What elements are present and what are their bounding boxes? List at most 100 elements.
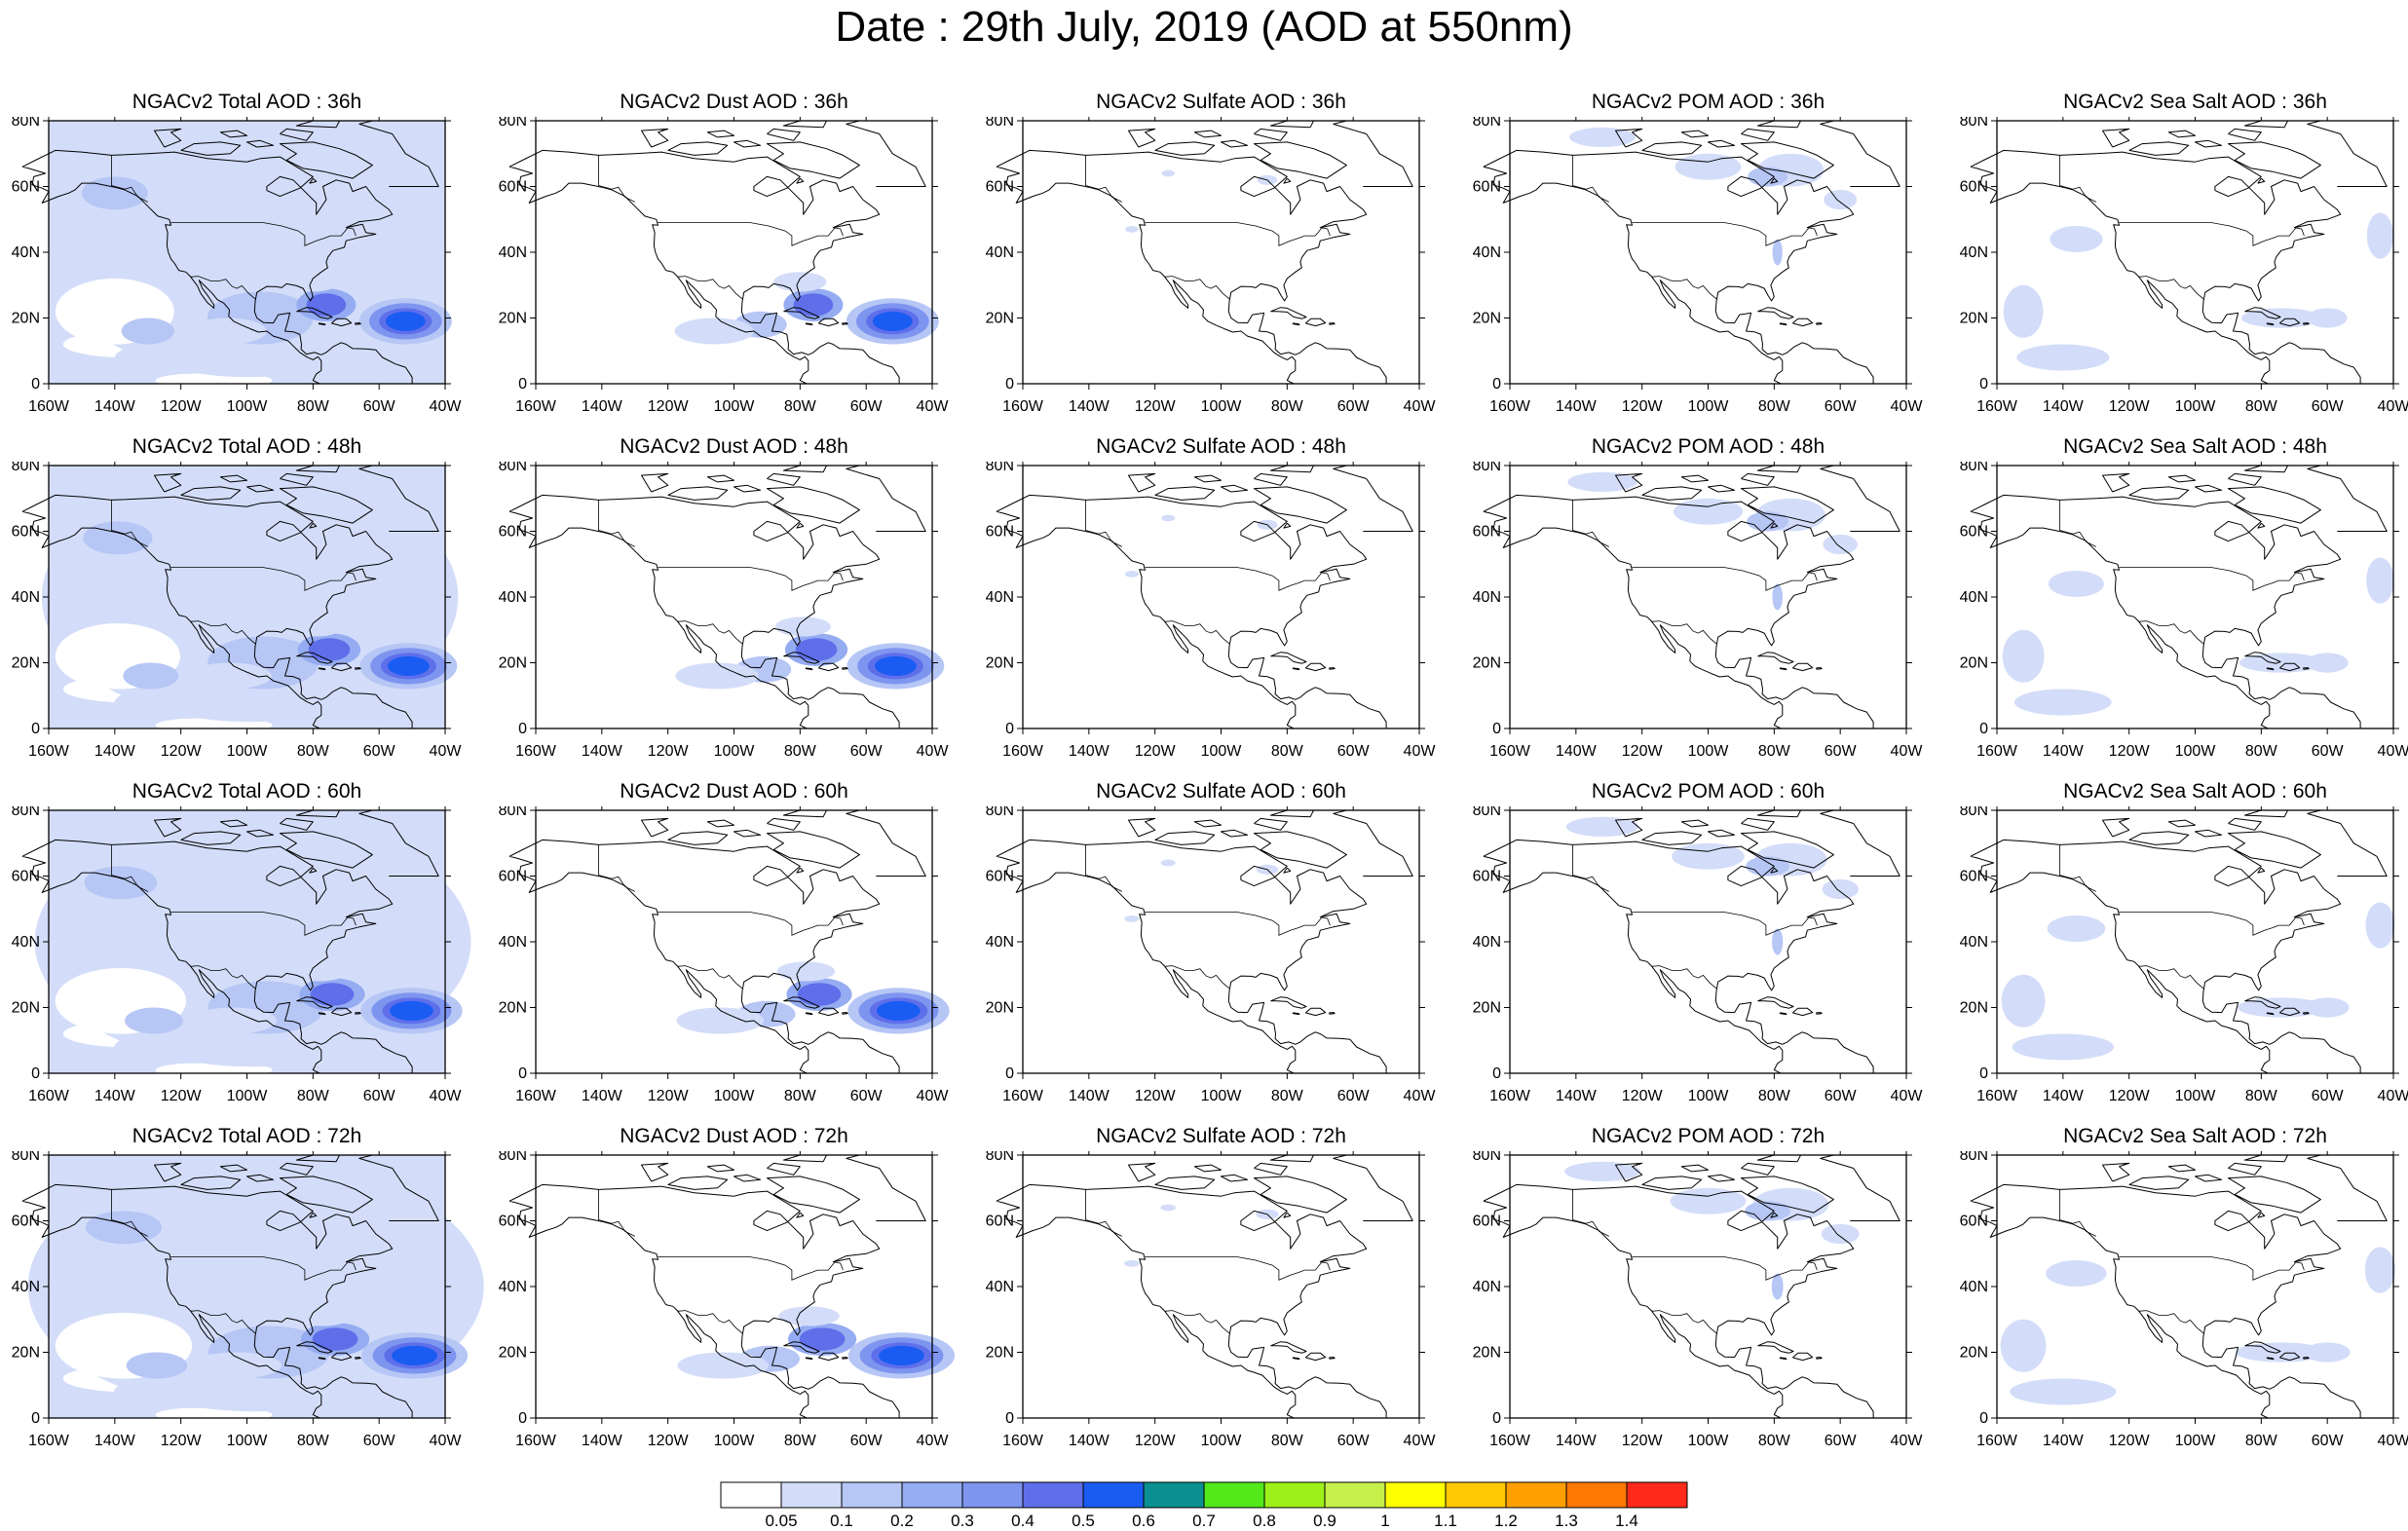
- aod-field: [536, 466, 945, 728]
- aod-blob: [1564, 1161, 1640, 1181]
- map-panel: NGACv2 Sea Salt AOD : 36h 0 20N 40N 60N 80N 16…: [1950, 90, 2408, 421]
- map-plot: 0 20N 40N 60N 80N 160W 140W 120W 100W 80W 60W 40W: [986, 806, 1436, 1104]
- aod-field: [1997, 810, 2395, 1073]
- lat-tick-label: 40N: [986, 244, 1014, 261]
- lat-tick-label: 40N: [1473, 244, 1501, 261]
- lon-tick-label: 140W: [582, 1433, 623, 1449]
- political-border: [598, 155, 844, 300]
- lon-tick-label: 80W: [2245, 743, 2278, 760]
- lon-tick-label: 100W: [2175, 398, 2217, 415]
- aod-blob: [310, 983, 355, 1006]
- panel-title: NGACv2 POM AOD : 36h: [1591, 91, 1825, 113]
- aod-blob: [2366, 557, 2394, 604]
- aod-blob: [676, 1007, 765, 1034]
- lat-tick-label: 80N: [986, 462, 1014, 474]
- aod-field: [1023, 1155, 1419, 1418]
- lat-tick-label: 0: [1979, 1410, 1988, 1427]
- map-panel: NGACv2 Total AOD : 36h 0 20N 40N 60N 80N 160W 1…: [2, 90, 489, 421]
- lon-tick-label: 120W: [2109, 398, 2151, 415]
- colorbar-swatch: [1203, 1481, 1265, 1509]
- colorbar-swatch: [1263, 1481, 1326, 1509]
- political-border: [2059, 500, 2305, 645]
- lat-tick-label: 40N: [1960, 1279, 1988, 1295]
- aod-blob: [778, 1306, 840, 1326]
- political-border: [1572, 1189, 1818, 1334]
- aod-blob: [187, 317, 267, 345]
- map-plot: 0 20N 40N 60N 80N 160W 140W 120W 100W 80W 60W 40W: [499, 117, 949, 415]
- lat-tick-label: 60N: [1473, 179, 1501, 196]
- lon-tick-label: 140W: [582, 398, 623, 415]
- aod-blob: [113, 1375, 266, 1408]
- lon-tick-label: 40W: [430, 398, 463, 415]
- aod-blob: [877, 1000, 921, 1021]
- lon-tick-label: 120W: [648, 1088, 690, 1104]
- aod-blob: [2306, 653, 2349, 673]
- lat-tick-label: 80N: [499, 462, 527, 474]
- aod-blob: [2046, 1260, 2107, 1287]
- lat-tick-label: 60N: [499, 869, 527, 885]
- colorbar-swatch: [1445, 1481, 1507, 1509]
- lon-tick-label: 100W: [227, 1088, 269, 1104]
- aod-field: [1510, 810, 1906, 1073]
- lon-tick-label: 80W: [1758, 1433, 1791, 1449]
- lat-tick-label: 80N: [1473, 462, 1501, 474]
- map-panel: NGACv2 Dust AOD : 36h 0 20N 40N 60N 80N 160W 14…: [489, 90, 976, 421]
- colorbar-swatch: [1324, 1481, 1386, 1509]
- lon-tick-label: 40W: [430, 743, 463, 760]
- aod-blob: [1822, 878, 1859, 900]
- lon-tick-label: 160W: [1489, 743, 1531, 760]
- aod-blob: [388, 655, 430, 676]
- lon-tick-label: 100W: [2175, 1433, 2217, 1449]
- aod-blob: [872, 311, 913, 331]
- lon-tick-label: 120W: [1622, 743, 1664, 760]
- panel-title: NGACv2 Sulfate AOD : 72h: [1096, 1125, 1346, 1147]
- lat-tick-label: 80N: [1960, 806, 1988, 819]
- lat-tick-label: 20N: [1960, 311, 1988, 327]
- map-plot: 0 20N 40N 60N 80N 160W 140W 120W 100W 80W 60W 40W: [12, 462, 463, 760]
- lat-tick-label: 80N: [1960, 117, 1988, 130]
- lon-tick-label: 100W: [2175, 743, 2217, 760]
- lon-tick-label: 120W: [161, 743, 203, 760]
- lon-tick-label: 60W: [1337, 1433, 1371, 1449]
- lat-tick-label: 0: [1492, 721, 1501, 737]
- aod-blob: [2001, 974, 2046, 1027]
- colorbar-label: 1.1: [1434, 1512, 1457, 1528]
- aod-blob: [774, 616, 831, 637]
- lat-tick-label: 0: [1005, 1410, 1014, 1427]
- aod-blob: [1772, 928, 1784, 955]
- lon-tick-label: 80W: [784, 743, 817, 760]
- lon-tick-label: 80W: [1271, 1433, 1304, 1449]
- lat-tick-label: 40N: [1960, 934, 1988, 951]
- lat-tick-label: 0: [518, 376, 527, 392]
- coastline: [996, 1154, 1413, 1419]
- lon-tick-label: 40W: [917, 743, 950, 760]
- lon-tick-label: 60W: [1825, 1088, 1858, 1104]
- lon-tick-label: 60W: [1337, 1088, 1371, 1104]
- map-plot: 0 20N 40N 60N 80N 160W 140W 120W 100W 80W 60W 40W: [1473, 806, 1923, 1104]
- aod-blob: [385, 311, 426, 331]
- aod-blob: [125, 1007, 183, 1034]
- colorbar-swatch: [1143, 1481, 1205, 1509]
- aod-blob: [320, 1253, 457, 1346]
- lat-tick-label: 20N: [986, 655, 1014, 672]
- lon-tick-label: 140W: [582, 743, 623, 760]
- lat-tick-label: 0: [1492, 1065, 1501, 1082]
- lon-tick-label: 140W: [94, 1433, 136, 1449]
- lat-tick-label: 60N: [986, 179, 1014, 196]
- lon-tick-label: 120W: [1622, 1088, 1664, 1104]
- lon-tick-label: 40W: [430, 1433, 463, 1449]
- panel-title: NGACv2 POM AOD : 48h: [1591, 435, 1825, 458]
- lon-tick-label: 160W: [1976, 1433, 2018, 1449]
- lat-tick-label: 80N: [12, 1151, 40, 1164]
- colorbar-swatch: [1384, 1481, 1447, 1509]
- map-plot: 0 20N 40N 60N 80N 160W 140W 120W 100W 80W 60W 40W: [499, 1151, 956, 1449]
- lat-tick-label: 20N: [12, 655, 40, 672]
- lon-tick-label: 80W: [1758, 743, 1791, 760]
- aod-field: [1510, 121, 1906, 384]
- aod-blob: [2016, 344, 2110, 371]
- lon-tick-label: 100W: [227, 743, 269, 760]
- lat-tick-label: 0: [31, 721, 40, 737]
- lon-tick-label: 140W: [1069, 1433, 1110, 1449]
- aod-blob: [1746, 856, 1789, 877]
- aod-blob: [2239, 653, 2323, 673]
